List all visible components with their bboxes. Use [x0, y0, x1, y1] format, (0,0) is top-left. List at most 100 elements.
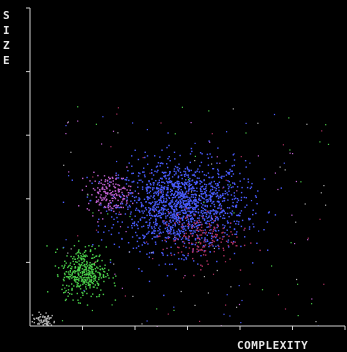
scatter-point	[222, 231, 224, 234]
scatter-point	[203, 241, 205, 243]
scatter-point	[139, 218, 142, 220]
scatter-point	[304, 203, 306, 205]
scatter-point	[118, 190, 120, 193]
scatter-point	[169, 203, 172, 205]
scatter-point	[165, 197, 167, 200]
scatter-point	[248, 219, 250, 221]
scatter-point	[88, 245, 90, 247]
scatter-point	[113, 194, 116, 196]
scatter-point	[185, 229, 187, 231]
scatter-point	[174, 225, 176, 227]
scatter-point	[77, 278, 79, 281]
scatter-point	[105, 192, 107, 194]
scatter-point	[182, 219, 184, 221]
scatter-point	[92, 176, 94, 178]
scatter-point	[192, 251, 194, 253]
scatter-point	[205, 221, 207, 223]
scatter-point	[82, 292, 84, 294]
scatter-point	[85, 266, 87, 268]
scatter-point	[188, 188, 190, 190]
scatter-point	[237, 223, 240, 225]
scatter-point	[183, 254, 185, 257]
scatter-point	[89, 265, 92, 267]
scatter-point	[231, 210, 234, 212]
scatter-point	[187, 176, 190, 178]
scatter-point	[196, 222, 198, 224]
scatter-point	[186, 203, 189, 206]
scatter-point	[227, 180, 229, 182]
scatter-point	[88, 279, 91, 281]
scatter-point	[99, 196, 101, 198]
scatter-point	[146, 320, 148, 322]
scatter-point	[146, 183, 148, 186]
scatter-point	[208, 222, 210, 225]
scatter-point	[218, 204, 220, 207]
x-axis-label: COMPLEXITY	[237, 339, 308, 352]
scatter-point	[137, 245, 140, 247]
scatter-point	[222, 236, 224, 238]
scatter-point	[67, 252, 69, 254]
scatter-point	[321, 130, 323, 132]
scatter-point	[110, 194, 112, 196]
scatter-point	[186, 216, 189, 219]
scatter-point	[148, 202, 150, 204]
scatter-point	[170, 200, 172, 202]
scatter-point	[209, 226, 211, 228]
scatter-point	[78, 205, 80, 207]
scatter-point	[90, 272, 92, 274]
scatter-point	[82, 294, 84, 296]
scatter-point	[49, 322, 51, 325]
scatter-point	[190, 169, 192, 172]
scatter-point	[137, 221, 139, 223]
scatter-point	[191, 224, 193, 226]
scatter-point	[147, 187, 149, 189]
scatter-point	[120, 206, 122, 209]
scatter-point	[74, 272, 76, 274]
scatter-point	[156, 165, 159, 167]
scatter-point	[188, 203, 190, 205]
scatter-point	[130, 200, 132, 202]
scatter-point	[140, 205, 143, 208]
scatter-point	[215, 210, 218, 212]
scatter-point	[166, 221, 168, 223]
scatter-point	[102, 183, 104, 186]
scatter-point	[163, 294, 165, 297]
scatter-point	[263, 178, 266, 180]
scatter-point	[115, 183, 117, 185]
scatter-point	[86, 255, 88, 257]
scatter-point	[98, 209, 100, 212]
scatter-point	[81, 268, 84, 270]
scatter-point	[167, 237, 170, 240]
scatter-point	[94, 284, 96, 286]
scatter-point	[61, 288, 63, 291]
scatter-point	[39, 316, 41, 318]
scatter-point	[199, 190, 202, 192]
scatter-point	[152, 174, 155, 176]
scatter-point	[46, 322, 49, 324]
scatter-point	[203, 239, 206, 241]
scatter-point	[125, 204, 127, 206]
scatter-point	[42, 324, 44, 326]
scatter-point	[218, 189, 220, 192]
scatter-point	[253, 226, 255, 228]
scatter-point	[171, 193, 173, 195]
scatter-point	[63, 266, 65, 268]
scatter-point	[107, 206, 109, 209]
scatter-point	[177, 175, 180, 177]
scatter-point	[187, 196, 189, 199]
scatter-point	[173, 253, 176, 256]
scatter-point	[152, 196, 154, 199]
scatter-point	[182, 191, 184, 194]
scatter-point	[223, 197, 225, 199]
scatter-point	[222, 247, 224, 249]
scatter-point	[218, 173, 220, 176]
scatter-point	[171, 208, 173, 210]
scatter-point	[161, 181, 163, 183]
scatter-point	[168, 220, 171, 222]
scatter-point	[107, 274, 109, 277]
scatter-point	[227, 199, 229, 201]
scatter-point	[148, 256, 150, 258]
scatter-point	[194, 160, 196, 162]
scatter-point	[176, 185, 178, 188]
scatter-point	[183, 277, 185, 279]
